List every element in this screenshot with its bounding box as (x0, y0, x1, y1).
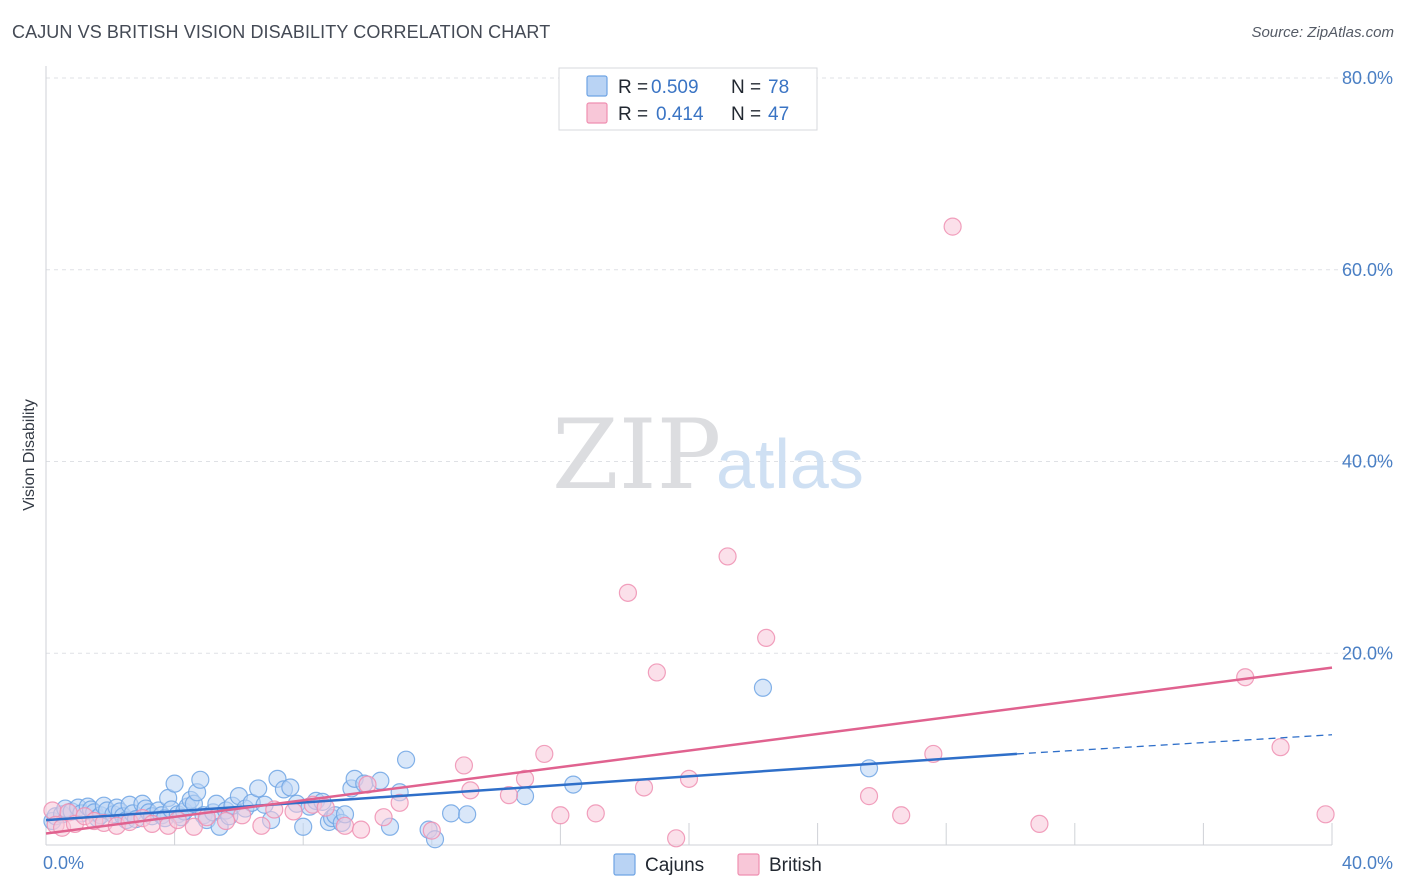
point-cajuns (441, 804, 461, 823)
y-tick-label: 60.0% (1342, 260, 1393, 280)
tick-labels: 20.0% 40.0% 60.0% 80.0% 0.0% 40.0% (43, 68, 1393, 873)
chart-title: CAJUN VS BRITISH VISION DISABILITY CORRE… (12, 22, 551, 42)
point-british (316, 798, 335, 817)
bottom-legend-swatch-cajuns (613, 853, 636, 876)
point-british (216, 811, 236, 831)
legend-r-label-cajuns: R = (618, 77, 648, 98)
watermark-atlas: atlas (716, 425, 864, 503)
trend-line-cajuns-extension (1016, 734, 1333, 755)
point-british (1030, 814, 1049, 834)
point-british (718, 547, 737, 566)
point-british (757, 628, 776, 648)
legend-n-label-cajuns: N = (731, 77, 761, 98)
legend-n-label-british: N = (731, 104, 761, 125)
point-british (374, 808, 393, 827)
point-cajuns (294, 817, 313, 836)
point-british (422, 821, 441, 840)
y-tick-label: 40.0% (1342, 452, 1393, 472)
point-british (284, 802, 303, 821)
y-axis-label: Vision Disability (21, 399, 38, 511)
trend-line-british (45, 666, 1333, 835)
legend-r-value-british: 0.414 (656, 104, 704, 125)
point-british (1271, 738, 1290, 757)
point-british (679, 769, 699, 788)
point-cajuns (165, 774, 184, 793)
point-british (943, 217, 962, 236)
point-cajuns (515, 787, 535, 806)
trend-line-cajuns (45, 752, 1018, 822)
point-british (647, 663, 666, 682)
point-british (1316, 805, 1335, 824)
point-british (184, 817, 203, 836)
point-british (335, 816, 355, 835)
source-label: Source: ZipAtlas.com (1251, 24, 1394, 41)
point-british (535, 744, 554, 764)
point-cajuns (753, 678, 773, 697)
point-british (551, 806, 570, 825)
point-british (618, 583, 638, 602)
bottom-legend-label-cajuns: Cajuns (645, 855, 704, 876)
point-cajuns (249, 779, 268, 798)
legend-n-value-british: 47 (768, 104, 789, 125)
series-legend: Cajuns British (613, 853, 822, 876)
correlation-legend: R = 0.509 N = 78 R = 0.414 N = 47 (558, 67, 818, 131)
axes (45, 66, 1332, 846)
point-british (390, 793, 409, 812)
y-tick-label: 80.0% (1342, 68, 1393, 88)
point-british (168, 810, 187, 830)
watermark: ZIP atlas (552, 399, 864, 511)
point-cajuns (458, 805, 477, 824)
point-british (892, 806, 911, 825)
watermark-zip: ZIP (552, 399, 721, 511)
point-british (499, 786, 519, 805)
bottom-legend-swatch-british (737, 853, 760, 876)
point-british (454, 756, 474, 775)
legend-n-value-cajuns: 78 (768, 77, 789, 98)
legend-swatch-cajuns (586, 75, 608, 97)
legend-r-label-british: R = (618, 104, 648, 125)
point-british (586, 804, 605, 823)
legend-swatch-british (586, 102, 608, 124)
point-british (859, 787, 879, 806)
x-tick-label: 40.0% (1342, 853, 1393, 873)
legend-r-value-cajuns: 0.509 (651, 77, 699, 98)
point-british (351, 820, 371, 839)
point-cajuns (191, 770, 210, 789)
point-british (667, 829, 686, 848)
point-cajuns (396, 750, 416, 769)
point-cajuns (281, 778, 300, 797)
grid-lines (46, 77, 1392, 845)
series-british-points (43, 217, 1335, 848)
x-tick-label: 0.0% (43, 853, 84, 873)
bottom-legend-label-british: British (769, 855, 822, 876)
point-british (634, 778, 654, 797)
y-tick-label: 20.0% (1342, 643, 1393, 663)
point-british (252, 816, 271, 835)
trend-lines (45, 666, 1333, 835)
